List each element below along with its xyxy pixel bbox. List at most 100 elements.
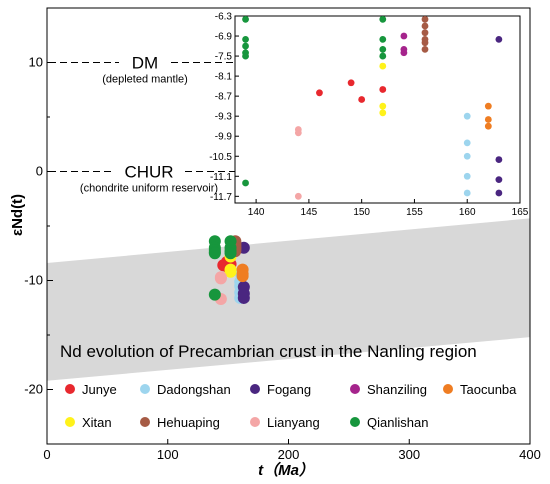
legend-marker-xitan [65, 417, 75, 427]
inset-point-junye-1 [358, 96, 366, 103]
inset-point-lianyang-1 [294, 126, 302, 133]
inset-y-tick-label--8-1: -8.1 [215, 72, 233, 83]
inset-point-qianlishan-4 [242, 52, 249, 60]
inset-point-dadongshan-1 [463, 139, 471, 147]
legend-marker-junye [65, 384, 75, 394]
inset-point-hehuaping-4 [421, 39, 429, 47]
inset-y-tick-label--10-5: -10.5 [209, 152, 232, 163]
inset-y-tick-label--11-1: -11.1 [210, 172, 232, 183]
chur-sublabel: (chondrite uniform reservoir) [80, 183, 218, 195]
legend-marker-qianlishan [350, 417, 360, 427]
legend-label-lianyang: Lianyang [267, 415, 320, 430]
y-tick-label--20: -20 [24, 382, 43, 397]
inset-x-tick-label-165: 165 [512, 207, 529, 218]
legend-label-fogang: Fogang [267, 382, 311, 397]
inset-point-qianlishan-9 [242, 179, 249, 187]
x-tick-label-100: 100 [157, 447, 179, 462]
y-axis-label: εNd(t) [9, 194, 26, 236]
legend-label-junye: Junye [82, 382, 117, 397]
inset-point-fogang-1 [495, 156, 503, 163]
inset-y-tick-label--9-3: -9.3 [215, 112, 233, 123]
inset-x-tick-label-155: 155 [406, 207, 423, 218]
precambrian-crust-band [47, 218, 530, 381]
inset-point-xitan-1 [379, 102, 387, 110]
inset-point-qianlishan-7 [379, 45, 387, 53]
point-qianlishan-4 [208, 247, 221, 260]
inset-point-xitan-0 [379, 62, 387, 70]
inset-point-hehuaping-2 [421, 29, 429, 37]
inset-point-fogang-3 [495, 189, 503, 197]
inset-point-fogang-0 [495, 35, 503, 43]
y-tick-label--10: -10 [24, 273, 43, 288]
inset-point-qianlishan-1 [242, 35, 249, 43]
legend-marker-lianyang [250, 417, 260, 427]
band-label: Nd evolution of Precambrian crust in the… [60, 342, 477, 361]
legend-label-shanziling: Shanziling [367, 382, 427, 397]
inset-plot: -6.3 -6.9 -7.5 -8.1 -8.7 -9.3 -9.9 -10.5 -11.1 -1… [209, 12, 529, 219]
inset-point-hehuaping-0 [421, 15, 429, 23]
point-qianlishan-9 [208, 288, 221, 301]
inset-y-tick-label--6-9: -6.9 [215, 32, 233, 43]
dm-label: DM [132, 54, 158, 73]
inset-point-qianlishan-6 [379, 35, 387, 43]
y-tick-label-10: 10 [29, 55, 43, 70]
inset-y-tick-label--8-7: -8.7 [215, 92, 233, 103]
inset-point-qianlishan-2 [242, 42, 249, 50]
inset-y-tick-label--9-9: -9.9 [215, 132, 233, 143]
legend-label-qianlishan: Qianlishan [367, 415, 428, 430]
x-tick-label-300: 300 [398, 447, 420, 462]
inset-point-junye-2 [379, 86, 387, 93]
inset-point-qianlishan-5 [379, 15, 387, 23]
dm-sublabel: (depleted mantle) [102, 74, 188, 86]
inset-point-taocunba-0 [484, 102, 492, 110]
inset-point-junye-0 [316, 89, 323, 97]
inset-frame [234, 15, 521, 204]
inset-x-tick-label-145: 145 [301, 207, 318, 218]
inset-point-qianlishan-0 [242, 15, 249, 23]
legend-marker-dadongshan [140, 384, 150, 394]
x-tick-label-400: 400 [519, 447, 541, 462]
inset-y-tick-label--6-3: -6.3 [215, 12, 233, 23]
inset-point-hehuaping-5 [421, 45, 429, 53]
inset-point-taocunba-2 [484, 122, 492, 130]
legend: Junye Dadongshan Fogang Shanziling Taocunba X… [65, 382, 517, 430]
inset-point-junye-3 [347, 79, 355, 87]
point-lianyang-1 [214, 271, 227, 284]
chur-label: CHUR [124, 163, 173, 182]
main-data-points [208, 235, 250, 306]
legend-marker-hehuaping [140, 417, 150, 427]
point-xitan-2 [224, 265, 237, 278]
inset-point-qianlishan-8 [379, 52, 387, 60]
inset-x-tick-label-140: 140 [248, 207, 265, 218]
legend-marker-taocunba [443, 384, 453, 394]
band-area [47, 218, 530, 381]
point-fogang-3 [237, 291, 250, 304]
point-taocunba-2 [236, 270, 249, 283]
inset-x-tick-label-150: 150 [353, 207, 370, 218]
inset-y-tick-label--11-7: -11.7 [210, 192, 232, 203]
legend-label-taocunba: Taocunba [460, 382, 517, 397]
reference-lines: DM(depleted mantle) CHUR(chondrite unifor… [49, 54, 272, 195]
y-tick-label-0: 0 [36, 164, 43, 179]
inset-point-shanziling-2 [400, 49, 408, 57]
inset-point-xitan-2 [379, 109, 387, 117]
inset-y-tick-label--7-5: -7.5 [215, 52, 233, 63]
inset-point-dadongshan-4 [463, 189, 471, 197]
inset-point-fogang-2 [495, 176, 503, 184]
inset-point-lianyang-2 [294, 192, 302, 200]
point-qianlishan-8 [224, 247, 237, 260]
legend-label-hehuaping: Hehuaping [157, 415, 220, 430]
legend-marker-shanziling [350, 384, 360, 394]
x-tick-label-200: 200 [278, 447, 300, 462]
legend-label-xitan: Xitan [82, 415, 112, 430]
legend-marker-fogang [250, 384, 260, 394]
inset-point-dadongshan-0 [463, 112, 471, 120]
inset-point-taocunba-1 [484, 116, 492, 123]
x-axis-label: t（Ma） [258, 461, 314, 479]
x-tick-label-0: 0 [43, 447, 50, 462]
legend-label-dadongshan: Dadongshan [157, 382, 231, 397]
inset-point-dadongshan-3 [463, 172, 471, 180]
inset-point-hehuaping-1 [421, 22, 429, 30]
